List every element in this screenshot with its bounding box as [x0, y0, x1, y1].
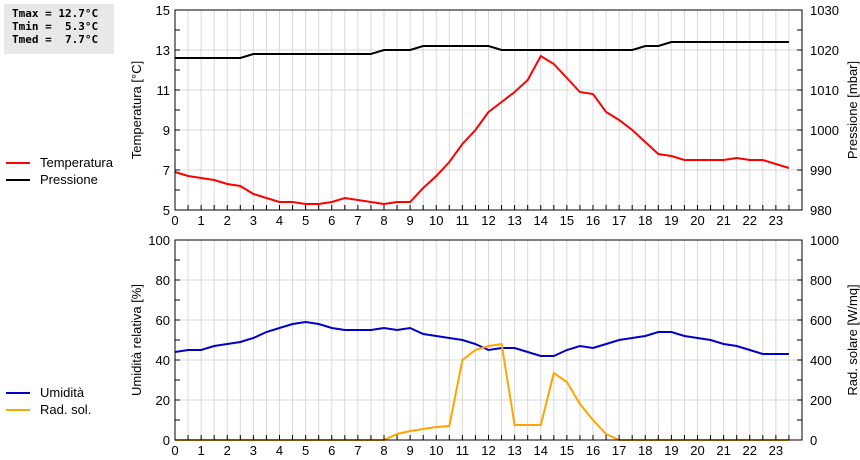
- legend-label: Rad. sol.: [40, 402, 92, 417]
- svg-text:12: 12: [481, 443, 495, 458]
- svg-text:2: 2: [224, 213, 231, 228]
- svg-text:9: 9: [407, 213, 414, 228]
- svg-text:980: 980: [810, 203, 832, 218]
- svg-text:13: 13: [507, 443, 521, 458]
- legend-item-umidita: Umidità: [6, 384, 91, 401]
- svg-text:600: 600: [810, 313, 832, 328]
- svg-text:100: 100: [148, 233, 170, 248]
- svg-text:2: 2: [224, 443, 231, 458]
- svg-text:19: 19: [664, 213, 678, 228]
- svg-text:21: 21: [716, 443, 730, 458]
- svg-text:20: 20: [690, 443, 704, 458]
- red-line-swatch-icon: [6, 161, 30, 164]
- svg-text:14: 14: [534, 213, 548, 228]
- svg-text:1000: 1000: [810, 233, 839, 248]
- svg-text:Temperatura [°C]: Temperatura [°C]: [129, 61, 144, 159]
- legend-bottom: Umidità Rad. sol.: [6, 384, 91, 418]
- svg-text:0: 0: [171, 443, 178, 458]
- tmin-label: Tmin = 5.3°C: [12, 20, 99, 33]
- svg-text:11: 11: [456, 213, 470, 228]
- svg-text:1020: 1020: [810, 43, 839, 58]
- temperature-pressure-chart: 0 1 2 3 4 5 6 7 8 9 10 11 12 13 14 15 16 17 18 19 20 21 22 2357…: [129, 3, 860, 228]
- svg-text:15: 15: [560, 213, 574, 228]
- svg-text:1010: 1010: [810, 83, 839, 98]
- svg-text:18: 18: [638, 443, 652, 458]
- svg-text:9: 9: [407, 443, 414, 458]
- tmax-label: Tmax = 12.7°C: [12, 7, 99, 20]
- svg-text:0: 0: [810, 433, 817, 448]
- svg-text:0: 0: [163, 433, 170, 448]
- svg-text:1030: 1030: [810, 3, 839, 18]
- svg-text:11: 11: [456, 443, 470, 458]
- svg-text:14: 14: [534, 443, 548, 458]
- svg-text:0: 0: [171, 213, 178, 228]
- svg-text:22: 22: [743, 213, 757, 228]
- svg-text:4: 4: [276, 443, 283, 458]
- svg-text:16: 16: [586, 213, 600, 228]
- svg-text:21: 21: [716, 213, 730, 228]
- legend-top: Temperatura Pressione: [6, 154, 113, 188]
- svg-text:20: 20: [156, 393, 170, 408]
- svg-text:60: 60: [156, 313, 170, 328]
- svg-text:Pressione [mbar]: Pressione [mbar]: [845, 61, 860, 159]
- svg-text:22: 22: [743, 443, 757, 458]
- svg-text:990: 990: [810, 163, 832, 178]
- legend-label: Umidità: [40, 385, 85, 400]
- svg-text:8: 8: [380, 443, 387, 458]
- legend-label: Temperatura: [40, 155, 113, 170]
- svg-text:10: 10: [429, 443, 443, 458]
- svg-text:80: 80: [156, 273, 170, 288]
- svg-text:3: 3: [250, 443, 257, 458]
- svg-text:23: 23: [769, 443, 783, 458]
- svg-text:7: 7: [163, 163, 170, 178]
- svg-text:5: 5: [163, 203, 170, 218]
- orange-line-swatch-icon: [6, 408, 30, 411]
- humidity-radiation-chart: 0 1 2 3 4 5 6 7 8 9 10 11 12 13 14 15 16 17 18 19 20 21 22 2302…: [129, 233, 860, 458]
- svg-text:800: 800: [810, 273, 832, 288]
- legend-item-rad-sol: Rad. sol.: [6, 401, 91, 418]
- svg-text:1: 1: [198, 213, 205, 228]
- svg-text:10: 10: [429, 213, 443, 228]
- svg-text:9: 9: [163, 123, 170, 138]
- legend-label: Pressione: [40, 172, 98, 187]
- svg-text:16: 16: [586, 443, 600, 458]
- svg-text:Rad. solare [W/mq]: Rad. solare [W/mq]: [845, 284, 860, 395]
- svg-text:18: 18: [638, 213, 652, 228]
- svg-text:7: 7: [354, 213, 361, 228]
- svg-text:7: 7: [354, 443, 361, 458]
- svg-text:19: 19: [664, 443, 678, 458]
- svg-text:400: 400: [810, 353, 832, 368]
- svg-text:6: 6: [328, 443, 335, 458]
- svg-text:17: 17: [612, 213, 626, 228]
- black-line-swatch-icon: [6, 178, 30, 181]
- svg-text:5: 5: [302, 443, 309, 458]
- svg-text:15: 15: [560, 443, 574, 458]
- svg-text:23: 23: [769, 213, 783, 228]
- svg-text:12: 12: [481, 213, 495, 228]
- svg-text:17: 17: [612, 443, 626, 458]
- svg-text:200: 200: [810, 393, 832, 408]
- svg-text:20: 20: [690, 213, 704, 228]
- svg-text:40: 40: [156, 353, 170, 368]
- svg-text:Umidità relativa [%]: Umidità relativa [%]: [129, 284, 144, 396]
- svg-text:1000: 1000: [810, 123, 839, 138]
- blue-line-swatch-icon: [6, 391, 30, 394]
- legend-item-temperatura: Temperatura: [6, 154, 113, 171]
- svg-text:4: 4: [276, 213, 283, 228]
- svg-text:15: 15: [156, 3, 170, 18]
- svg-text:3: 3: [250, 213, 257, 228]
- svg-text:11: 11: [157, 83, 171, 98]
- svg-text:13: 13: [507, 213, 521, 228]
- svg-text:13: 13: [156, 43, 170, 58]
- stats-box: Tmax = 12.7°C Tmin = 5.3°C Tmed = 7.7°C: [4, 4, 114, 54]
- svg-text:1: 1: [198, 443, 205, 458]
- svg-text:8: 8: [380, 213, 387, 228]
- svg-text:6: 6: [328, 213, 335, 228]
- svg-text:5: 5: [302, 213, 309, 228]
- tmed-label: Tmed = 7.7°C: [12, 33, 99, 46]
- legend-item-pressione: Pressione: [6, 171, 113, 188]
